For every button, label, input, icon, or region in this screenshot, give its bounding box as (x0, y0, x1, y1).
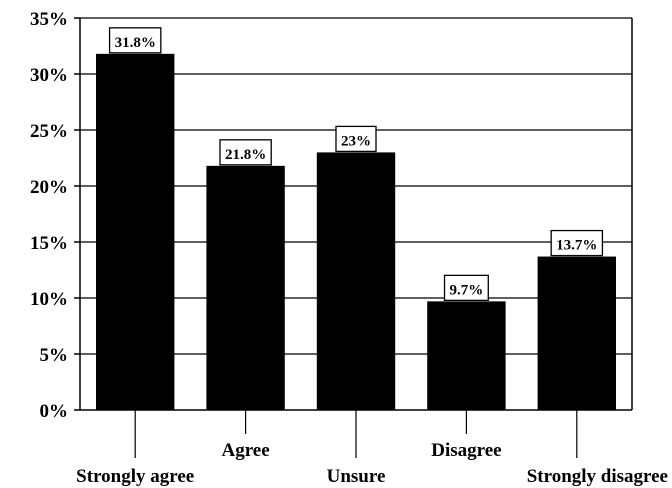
category-label: Strongly disagree (527, 466, 668, 487)
data-label: 23% (341, 133, 371, 149)
y-tick-label: 5% (40, 345, 69, 366)
data-label-box (335, 125, 377, 153)
y-tick-label: 30% (30, 65, 68, 86)
data-labels: 31.8% 21.8% 23% 9.7% 13.7% (108, 27, 604, 302)
data-label-box (108, 27, 162, 54)
category-labels: Strongly agree Agree Unsure Disagree Strongl… (76, 440, 668, 487)
axes (74, 17, 633, 458)
y-tick-label: 20% (30, 177, 68, 198)
category-label: Unsure (327, 466, 386, 487)
y-tick-labels: 0% 5% 10% 15% 20% 25% 30% 35% (30, 9, 68, 422)
category-label: Disagree (431, 440, 501, 461)
y-tick-label: 0% (40, 401, 69, 422)
bar (206, 165, 285, 410)
bar (537, 256, 616, 410)
y-tick-label: 35% (30, 9, 68, 30)
data-label: 9.7% (450, 282, 484, 298)
category-label: Strongly agree (76, 466, 194, 487)
bars (96, 53, 616, 411)
data-label-box (219, 139, 272, 166)
y-tick-label: 15% (30, 233, 68, 254)
y-tick-label: 25% (30, 121, 68, 142)
data-label-box (550, 229, 604, 257)
data-label: 13.7% (556, 238, 597, 254)
bar (96, 53, 175, 411)
data-label: 21.8% (225, 147, 266, 163)
category-label: Agree (222, 440, 270, 461)
data-label-box (443, 274, 489, 302)
bar (427, 301, 506, 410)
y-tick-label: 10% (30, 289, 68, 310)
data-label: 31.8% (115, 35, 156, 51)
bar (316, 152, 396, 410)
